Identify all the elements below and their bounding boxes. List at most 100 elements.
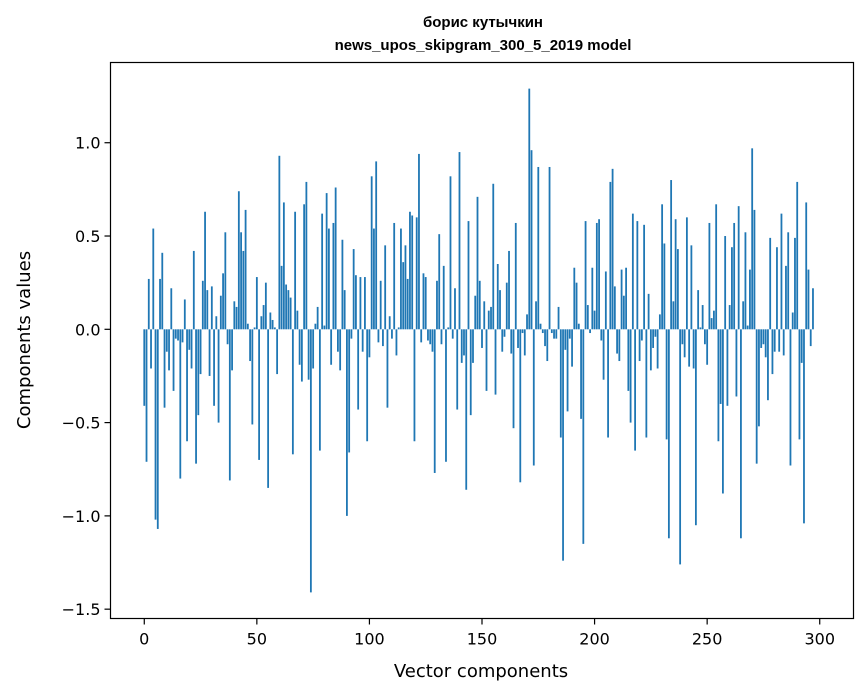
- bar: [625, 267, 627, 330]
- bar: [604, 271, 607, 330]
- bar: [767, 329, 769, 401]
- bar: [663, 243, 666, 330]
- bar: [303, 204, 306, 330]
- bar: [397, 327, 400, 330]
- bar: [330, 329, 333, 365]
- bar: [586, 305, 589, 330]
- bars-group: [143, 88, 814, 593]
- bar: [737, 206, 740, 330]
- bar: [217, 329, 220, 423]
- bar: [409, 211, 411, 330]
- bar: [476, 196, 479, 330]
- bar: [724, 236, 727, 330]
- bar: [253, 327, 256, 330]
- bar: [287, 290, 290, 330]
- bar: [255, 277, 258, 330]
- bar: [494, 329, 497, 395]
- bar: [658, 314, 661, 330]
- bar: [807, 269, 810, 330]
- bar: [568, 329, 571, 339]
- bar: [161, 252, 164, 330]
- bar: [785, 265, 787, 330]
- bar: [656, 329, 659, 369]
- bar: [758, 329, 760, 427]
- bar: [190, 329, 193, 369]
- bar: [197, 329, 200, 416]
- bar: [170, 288, 173, 330]
- bar: [418, 153, 420, 330]
- bar: [505, 282, 508, 330]
- bar: [352, 249, 355, 330]
- bar: [411, 215, 414, 330]
- bar: [760, 329, 763, 348]
- bar: [490, 306, 492, 330]
- bar: [564, 329, 567, 350]
- bar: [154, 329, 157, 520]
- bar: [679, 329, 682, 565]
- bar: [719, 329, 722, 404]
- bar: [688, 329, 691, 367]
- bar: [771, 329, 774, 375]
- bar: [300, 329, 303, 382]
- bar: [192, 250, 195, 330]
- bar: [670, 180, 673, 330]
- bar: [314, 323, 317, 330]
- bar: [355, 275, 357, 330]
- bar: [388, 316, 391, 330]
- bar: [312, 329, 315, 369]
- bar: [262, 305, 265, 330]
- y-tick-label: 0.5: [75, 227, 100, 246]
- x-tick-label: 200: [579, 630, 610, 649]
- bar: [676, 249, 679, 330]
- bar: [433, 329, 436, 473]
- bar: [809, 329, 812, 347]
- bar: [634, 329, 636, 451]
- bar: [375, 161, 378, 330]
- x-tick-label: 300: [804, 630, 835, 649]
- bar: [346, 329, 348, 516]
- bar: [402, 262, 405, 330]
- bar: [179, 329, 182, 479]
- bar: [681, 329, 684, 345]
- bar: [242, 250, 245, 330]
- bar: [258, 329, 260, 460]
- bar: [532, 329, 535, 466]
- bar: [422, 273, 425, 330]
- bar: [458, 152, 461, 330]
- bar: [156, 329, 159, 529]
- bar: [589, 329, 591, 334]
- bar: [395, 329, 398, 356]
- bar: [744, 232, 747, 330]
- bar: [208, 329, 211, 376]
- bar: [627, 329, 630, 391]
- bar: [573, 267, 576, 330]
- bar: [294, 211, 297, 330]
- bar: [715, 204, 718, 330]
- bar: [235, 306, 238, 330]
- x-axis-label: Vector components: [394, 661, 568, 682]
- bar: [219, 295, 222, 330]
- bar: [501, 329, 504, 352]
- bar: [373, 228, 375, 330]
- bar: [584, 221, 587, 330]
- bar: [602, 329, 605, 380]
- bar: [368, 329, 371, 358]
- bar: [199, 329, 202, 375]
- bar: [465, 329, 468, 490]
- y-tick-label: −1.0: [62, 507, 101, 526]
- bar: [222, 273, 224, 330]
- bar: [607, 329, 609, 438]
- bar: [550, 329, 553, 334]
- bar: [566, 329, 569, 412]
- bar: [231, 329, 233, 371]
- bar: [165, 329, 168, 352]
- bar: [206, 290, 209, 330]
- bar: [708, 222, 711, 330]
- bar: [260, 316, 263, 330]
- y-tick-label: −0.5: [62, 414, 101, 433]
- bar: [204, 211, 206, 330]
- bar: [571, 329, 573, 367]
- bar: [318, 329, 321, 451]
- bar: [393, 222, 396, 330]
